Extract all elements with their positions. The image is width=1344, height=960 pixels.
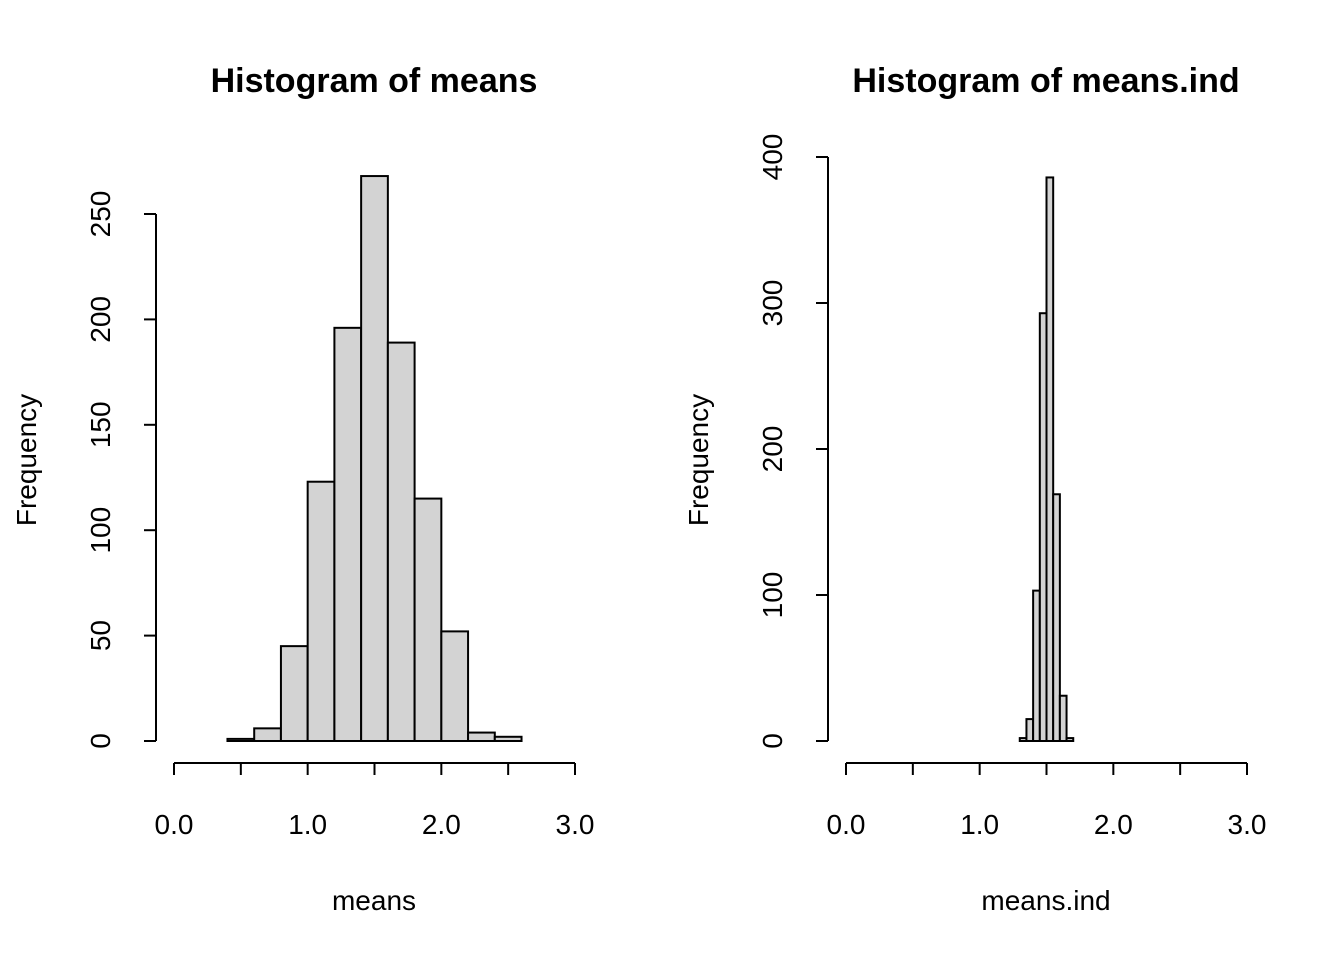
histogram-bar xyxy=(360,175,389,742)
x-tick-label: 1.0 xyxy=(288,809,327,840)
y-tick-label: 150 xyxy=(85,401,116,448)
y-tick-label: 100 xyxy=(757,572,788,619)
y-tick-label: 200 xyxy=(757,426,788,473)
chart-title: Histogram of means xyxy=(211,62,538,100)
y-axis: 0 100 200 300 400 xyxy=(757,134,829,749)
x-tick-label: 3.0 xyxy=(556,809,595,840)
y-axis: 0 50 100 150 200 250 xyxy=(85,191,157,749)
histogram-bar xyxy=(1058,694,1068,742)
histogram-bar xyxy=(1065,737,1075,743)
histogram-bar xyxy=(253,727,282,742)
histogram-bar xyxy=(1045,176,1055,742)
y-axis-label: Frequency xyxy=(11,394,42,526)
x-axis: 0.0 1.0 2.0 3.0 xyxy=(827,762,1267,840)
y-tick-label: 0 xyxy=(85,733,116,749)
histogram-bar xyxy=(1052,493,1061,743)
histogram-panel-means: Histogram of means means Frequency 0.0 1.… xyxy=(11,62,594,916)
y-tick-label: 100 xyxy=(85,507,116,554)
histogram-bar xyxy=(493,735,523,742)
x-axis-label: means.ind xyxy=(981,885,1110,916)
histogram-bar xyxy=(413,497,443,742)
histogram-bar xyxy=(279,645,309,743)
x-tick-label: 0.0 xyxy=(827,809,866,840)
y-tick-label: 300 xyxy=(757,280,788,327)
x-tick-label: 0.0 xyxy=(155,809,194,840)
histogram-bar xyxy=(1025,718,1035,742)
histogram-bar xyxy=(440,630,470,742)
histogram-bar xyxy=(386,341,416,742)
x-axis-label: means xyxy=(332,885,416,916)
x-tick-label: 2.0 xyxy=(1094,809,1133,840)
y-tick-label: 400 xyxy=(757,134,788,181)
y-axis-label: Frequency xyxy=(683,394,714,526)
y-tick-label: 0 xyxy=(757,733,788,749)
histogram-bar xyxy=(1038,312,1048,742)
histogram-bar xyxy=(467,731,496,742)
bar-group xyxy=(226,175,523,743)
bar-group xyxy=(1018,176,1075,743)
y-tick-label: 250 xyxy=(85,191,116,238)
y-tick-label: 200 xyxy=(85,296,116,343)
histogram-bar xyxy=(306,480,336,742)
x-tick-label: 1.0 xyxy=(960,809,999,840)
x-tick-label: 2.0 xyxy=(422,809,461,840)
y-tick-label: 50 xyxy=(85,620,116,651)
histogram-bar xyxy=(1032,589,1041,742)
histogram-bar xyxy=(1018,737,1028,743)
x-axis: 0.0 1.0 2.0 3.0 xyxy=(155,762,595,840)
histogram-bar xyxy=(333,326,363,742)
histogram-bar xyxy=(226,737,256,743)
histogram-panel-means-ind: Histogram of means.ind means.ind Frequen… xyxy=(683,62,1266,916)
x-tick-label: 3.0 xyxy=(1228,809,1267,840)
chart-title: Histogram of means.ind xyxy=(852,62,1239,100)
